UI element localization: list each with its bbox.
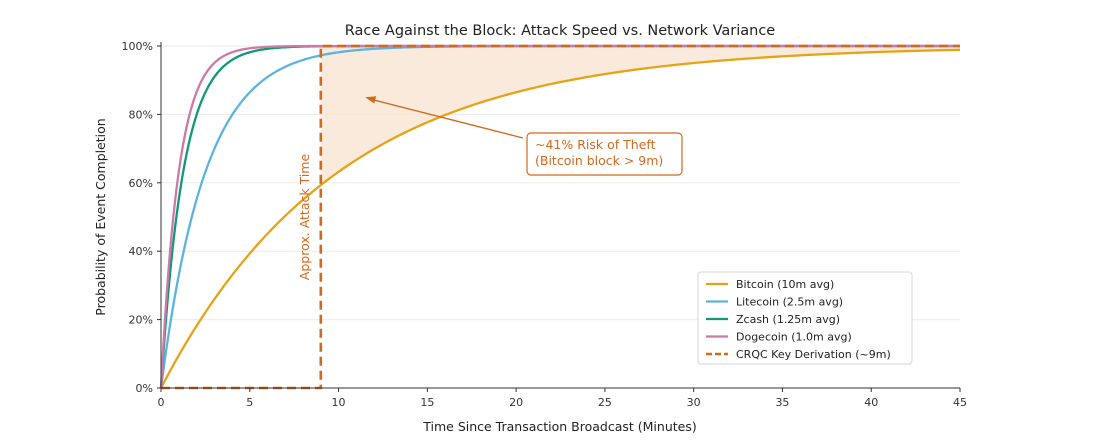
- series-line-dogecoin: [159, 44, 960, 389]
- risk-annotation-box: [526, 132, 683, 176]
- y-tick-label: 60%: [129, 177, 153, 190]
- y-tick-label: 20%: [129, 314, 153, 327]
- x-tick-label: 20: [509, 396, 523, 409]
- x-tick-label: 30: [687, 396, 701, 409]
- y-tick-label: 0%: [136, 382, 153, 395]
- x-tick-label: 0: [158, 396, 165, 409]
- x-tick-label: 10: [332, 396, 346, 409]
- y-axis-label: Probability of Event Completion: [93, 118, 108, 315]
- x-tick-label: 15: [420, 396, 434, 409]
- y-tick-label: 100%: [122, 40, 153, 53]
- chart-title: Race Against the Block: Attack Speed vs.…: [345, 23, 776, 39]
- attack-time-annotation: Approx. Attack Time: [297, 154, 312, 281]
- x-tick-label: 35: [775, 396, 789, 409]
- legend-entry-label: Zcash (1.25m avg): [736, 313, 840, 326]
- series-line-bitcoin: [159, 48, 961, 389]
- legend-box: [697, 271, 913, 365]
- x-tick-label: 40: [864, 396, 878, 409]
- legend-entry-label: CRQC Key Derivation (~9m): [736, 348, 891, 361]
- legend-entry-label: Dogecoin (1.0m avg): [736, 331, 852, 344]
- legend-entry-label: Litecoin (2.5m avg): [736, 296, 843, 309]
- risk-annotation-text: (Bitcoin block > 9m): [535, 153, 663, 168]
- risk-annotation-arrow: [371, 98, 524, 139]
- legend-entry-label: Bitcoin (10m avg): [736, 278, 834, 291]
- risk-annotation-text: ~41% Risk of Theft: [535, 137, 656, 152]
- series-line-crqc: [161, 44, 960, 390]
- x-axis-label: Time Since Transaction Broadcast (Minute…: [422, 419, 696, 434]
- x-tick-label: 45: [953, 396, 967, 409]
- risk-annotation-arrowhead: [365, 96, 377, 104]
- x-tick-label: 5: [246, 396, 253, 409]
- risk-shaded-region: [320, 46, 960, 186]
- y-tick-label: 40%: [129, 245, 153, 258]
- x-tick-label: 25: [598, 396, 612, 409]
- y-tick-label: 80%: [129, 108, 153, 121]
